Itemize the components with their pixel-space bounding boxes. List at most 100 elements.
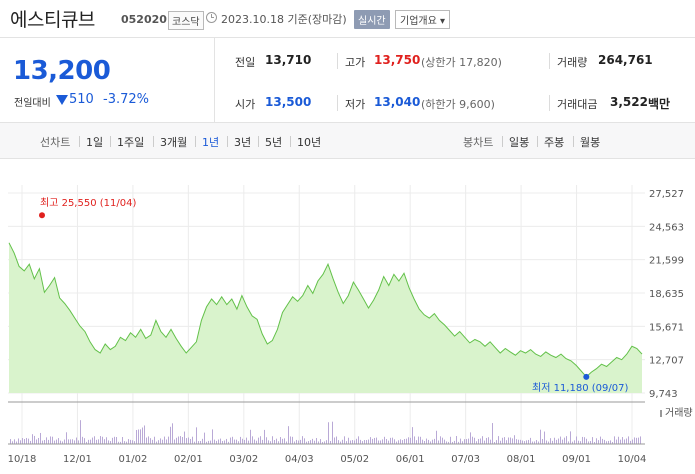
volume-bar xyxy=(204,432,205,444)
candle-daily[interactable]: 일봉 xyxy=(509,136,530,149)
volume-bar xyxy=(516,439,517,444)
volume-bar xyxy=(402,440,403,444)
volume-value: 264,761 xyxy=(598,53,653,67)
y-tick-label: 18,635 xyxy=(649,289,684,300)
open-label: 시가 xyxy=(235,98,256,111)
volume-bar xyxy=(582,436,583,444)
volume-bar xyxy=(410,437,411,444)
volume-bar xyxy=(384,436,385,444)
volume-bars xyxy=(10,420,641,444)
volume-bar xyxy=(368,439,369,444)
x-tick-label: 03/02 xyxy=(229,454,258,465)
volume-bar xyxy=(74,440,75,444)
volume-bar xyxy=(186,438,187,444)
volume-bar xyxy=(492,423,493,444)
volume-bar xyxy=(222,441,223,444)
volume-bar xyxy=(90,439,91,444)
candle-weekly[interactable]: 주봉 xyxy=(544,136,565,149)
range-10y[interactable]: 10년 xyxy=(297,136,322,149)
volume-bar xyxy=(526,440,527,444)
range-1w[interactable]: 1주일 xyxy=(117,136,145,149)
volume-bar xyxy=(210,440,211,444)
volume-bar xyxy=(374,437,375,444)
volume-bar xyxy=(372,438,373,444)
volume-bar xyxy=(326,440,327,444)
volume-bar xyxy=(316,438,317,444)
volume-bar xyxy=(192,436,193,444)
company-overview-button[interactable]: 기업개요 ▾ xyxy=(395,10,450,29)
volume-bar xyxy=(226,438,227,444)
volume-bar xyxy=(94,436,95,444)
volume-bar xyxy=(598,440,599,444)
volume-bar xyxy=(270,441,271,444)
volume-bar xyxy=(376,437,377,444)
volume-bar xyxy=(404,439,405,444)
volume-bar xyxy=(490,439,491,444)
x-tick-label: 04/03 xyxy=(285,454,314,465)
volume-bar xyxy=(156,441,157,444)
volume-bar xyxy=(60,440,61,444)
volume-bar xyxy=(622,437,623,444)
volume-bar xyxy=(418,436,419,444)
volume-bar xyxy=(566,436,567,444)
volume-bar xyxy=(604,439,605,444)
volume-bar xyxy=(26,437,27,444)
volume-bar xyxy=(388,440,389,444)
volume-bar xyxy=(168,436,169,444)
volume-bar xyxy=(506,440,507,444)
volume-bar xyxy=(124,441,125,444)
range-1y[interactable]: 1년 xyxy=(202,136,220,149)
range-3m[interactable]: 3개월 xyxy=(160,136,188,149)
volume-bar xyxy=(436,430,437,444)
candle-monthly[interactable]: 월봉 xyxy=(580,136,601,149)
y-axis-labels: 27,527 24,563 21,599 18,635 15,671 12,707 9,74… xyxy=(649,189,684,400)
volume-bar xyxy=(406,438,407,444)
volume-bar xyxy=(118,441,119,444)
quote-date: 2023.10.18 기준(장마감) xyxy=(221,13,347,26)
realtime-button[interactable]: 실시간 xyxy=(354,10,390,29)
low-annotation: 최저 11,180 (09/07) xyxy=(532,382,628,394)
volume-bar xyxy=(262,439,263,444)
change-amount: 510 xyxy=(69,92,94,107)
volume-bar xyxy=(150,438,151,444)
volume-bar xyxy=(112,437,113,444)
divider xyxy=(537,136,538,147)
high-label: 고가 xyxy=(345,56,366,69)
volume-bar xyxy=(354,440,355,444)
volume-bar xyxy=(232,436,233,444)
range-3y[interactable]: 3년 xyxy=(234,136,252,149)
volume-bar xyxy=(300,439,301,444)
volume-bar xyxy=(160,438,161,444)
volume-bar xyxy=(636,437,637,444)
volume-bar xyxy=(408,437,409,444)
volume-bar xyxy=(310,440,311,444)
volume-bar xyxy=(394,439,395,444)
volume-bar xyxy=(512,438,513,444)
volume-bar xyxy=(560,436,561,444)
volume-bar xyxy=(96,439,97,444)
amount-label: 거래대금 xyxy=(557,98,598,111)
volume-bar xyxy=(280,437,281,444)
range-5y[interactable]: 5년 xyxy=(265,136,283,149)
volume-bar xyxy=(448,441,449,444)
range-1d[interactable]: 1일 xyxy=(86,136,104,149)
volume-bar xyxy=(238,441,239,444)
open-value: 13,500 xyxy=(265,95,312,109)
volume-bar xyxy=(214,439,215,444)
volume-bar xyxy=(206,441,207,444)
volume-bar xyxy=(520,439,521,444)
volume-bar xyxy=(530,437,531,444)
volume-bar xyxy=(282,438,283,444)
volume-bar xyxy=(196,427,197,444)
x-tick-label: 08/01 xyxy=(507,454,536,465)
volume-bar xyxy=(466,439,467,444)
volume-bar xyxy=(360,439,361,444)
volume-bar xyxy=(434,438,435,444)
divider xyxy=(337,95,338,111)
volume-bar xyxy=(162,439,163,444)
volume-bar xyxy=(432,439,433,444)
divider xyxy=(573,136,574,147)
volume-bar xyxy=(296,439,297,444)
volume-bar xyxy=(440,436,441,444)
volume-bar xyxy=(396,441,397,444)
